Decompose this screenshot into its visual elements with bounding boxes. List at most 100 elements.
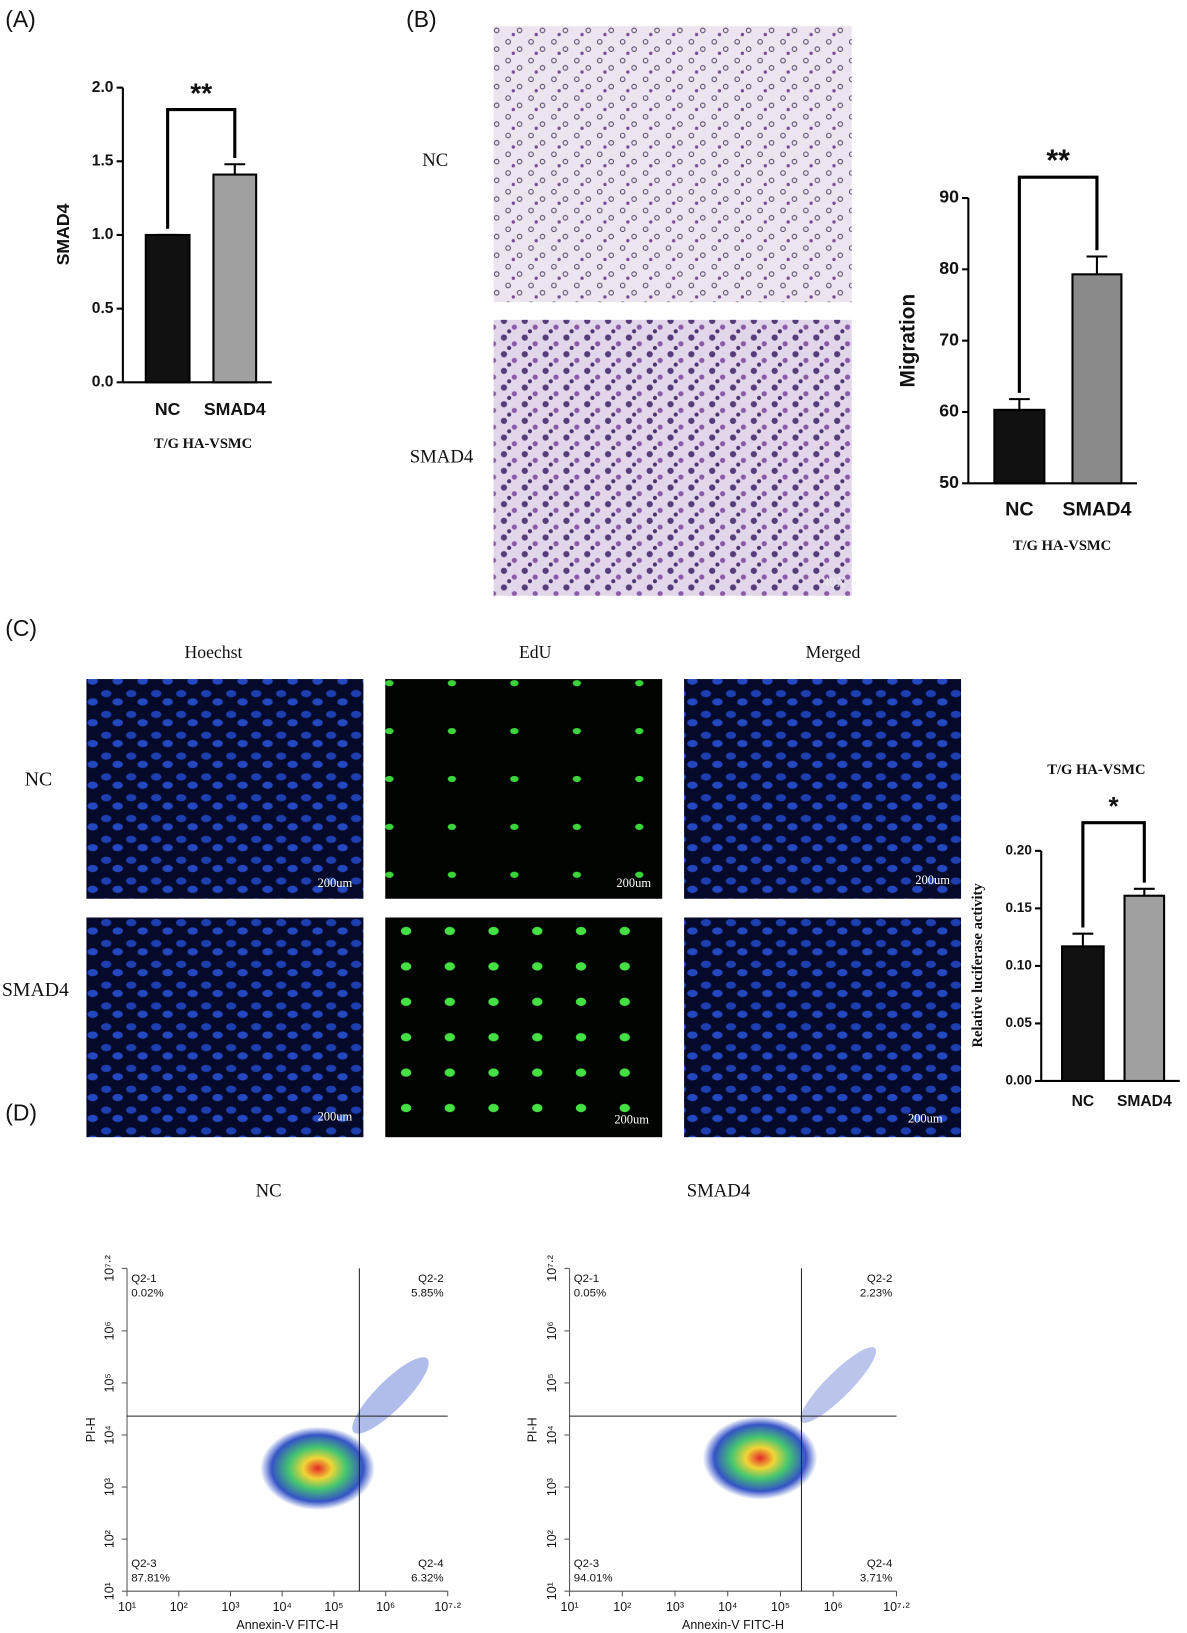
bar — [1123, 894, 1166, 1083]
micrograph — [493, 26, 852, 303]
y-axis-label: SMAD4 — [53, 203, 73, 265]
y-tick-label: 10⁴ — [545, 1425, 559, 1444]
row-label: SMAD4 — [2, 979, 69, 1001]
row-label: NC — [422, 150, 448, 171]
x-tick-label: 10⁷·² — [434, 1600, 461, 1614]
significance-bracket — [166, 107, 237, 229]
bar — [1071, 273, 1123, 485]
scale-label: 200um — [616, 876, 651, 890]
quadrant-value: 0.05% — [574, 1287, 606, 1299]
quadrant-name: Q2-1 — [131, 1273, 156, 1285]
y-tick-label: 0.0 — [92, 373, 114, 390]
quadrant-name: Q2-3 — [131, 1558, 156, 1570]
chart-title: SMAD4 — [687, 1181, 751, 1202]
x-tick-label: 10⁶ — [824, 1600, 843, 1614]
y-tick-label: 10² — [545, 1530, 559, 1548]
quadrant-name: Q2-2 — [418, 1273, 443, 1285]
x-tick-label: 10¹ — [118, 1600, 136, 1614]
x-tick-label: 10² — [613, 1600, 631, 1614]
bar — [144, 233, 191, 384]
chart-title: T/G HA-VSMC — [1047, 762, 1145, 778]
quadrant-value: 2.23% — [860, 1287, 892, 1299]
y-tick-label: 10¹ — [545, 1582, 559, 1600]
scale-label: 200um — [908, 1111, 943, 1125]
bar — [212, 173, 258, 384]
significance-bracket — [1081, 821, 1146, 928]
column-label: Hoechst — [184, 642, 242, 662]
x-tick-label: NC — [155, 399, 181, 419]
x-tick-label: 10² — [170, 1600, 188, 1614]
error-bar — [1008, 398, 1030, 410]
y-tick-label: 0.05 — [1006, 1015, 1033, 1030]
y-tick-label: 10⁷·² — [545, 1255, 559, 1282]
x-tick-label: SMAD4 — [1062, 499, 1131, 521]
x-axis-label: T/G HA-VSMC — [1013, 538, 1111, 554]
y-tick-label: 90 — [939, 187, 959, 207]
quadrant-value: 5.85% — [411, 1287, 443, 1299]
y-axis-label: PI-H — [84, 1417, 98, 1442]
quadrant-value: 6.32% — [411, 1573, 443, 1585]
quadrant-name: Q2-3 — [574, 1558, 599, 1570]
x-tick-label: 10⁴ — [718, 1600, 737, 1614]
y-tick-label: 0.10 — [1006, 957, 1032, 972]
micrograph — [385, 679, 663, 899]
x-axis-label: T/G HA-VSMC — [154, 436, 252, 452]
scale-label: 40X — [823, 574, 847, 589]
quadrant-name: Q2-4 — [418, 1558, 444, 1570]
density-cloud — [702, 1416, 818, 1500]
quadrant-name: Q2-2 — [867, 1273, 892, 1285]
panel-label: (A) — [5, 6, 36, 32]
y-tick-label: 1.5 — [92, 152, 114, 169]
y-axis-label: Relative luciferase activity — [970, 883, 986, 1048]
scale-label: 200um — [915, 873, 950, 887]
y-tick-label: 0.15 — [1006, 900, 1033, 915]
y-axis-label: PI-H — [525, 1417, 539, 1442]
quadrant-value: 87.81% — [131, 1573, 170, 1585]
significance-bracket — [1017, 175, 1099, 393]
significance: * — [1109, 791, 1120, 821]
x-tick-label: 10³ — [221, 1600, 239, 1614]
density-cloud — [260, 1426, 375, 1510]
row-label: SMAD4 — [410, 447, 474, 468]
column-label: Merged — [806, 642, 861, 662]
y-tick-label: 10⁶ — [545, 1321, 559, 1340]
x-tick-label: 10⁵ — [324, 1600, 343, 1614]
density-cloud — [352, 1357, 429, 1434]
chart-title: NC — [256, 1181, 282, 1202]
x-tick-label: 10⁶ — [376, 1600, 395, 1614]
y-tick-label: 10³ — [545, 1478, 559, 1496]
y-tick-label: 70 — [939, 329, 959, 349]
y-tick-label: 10⁵ — [545, 1373, 559, 1392]
micrograph — [684, 679, 962, 899]
bar — [993, 408, 1046, 485]
y-tick-label: 10³ — [103, 1478, 117, 1496]
row-label: NC — [25, 769, 52, 791]
x-tick-label: SMAD4 — [1117, 1093, 1172, 1110]
y-axis-label: Migration — [896, 294, 919, 388]
error-bar — [1086, 255, 1108, 275]
scale-label: 200um — [318, 876, 353, 890]
x-axis-label: Annexin-V FITC-H — [236, 1618, 338, 1632]
x-tick-label: 10⁷·² — [883, 1600, 910, 1614]
x-tick-label: NC — [1005, 499, 1034, 521]
panel-label: (C) — [5, 615, 37, 641]
quadrant-value: 3.71% — [860, 1573, 892, 1585]
y-tick-label: 10² — [103, 1530, 117, 1548]
x-tick-label: 10⁴ — [273, 1600, 292, 1614]
error-bar — [1133, 887, 1155, 896]
y-tick-label: 2.0 — [92, 79, 114, 96]
quadrant-value: 0.02% — [131, 1287, 163, 1299]
quadrant-value: 94.01% — [574, 1573, 613, 1585]
y-tick-label: 60 — [939, 401, 959, 421]
density-cloud — [800, 1347, 877, 1423]
y-tick-label: 0.00 — [1006, 1073, 1032, 1088]
y-tick-label: 10⁶ — [103, 1321, 117, 1340]
x-tick-label: 10⁵ — [771, 1600, 790, 1614]
bar — [1061, 945, 1105, 1083]
x-tick-label: SMAD4 — [204, 399, 266, 419]
column-label: EdU — [519, 642, 552, 662]
error-bar — [224, 163, 246, 175]
scale-label: 200um — [318, 1109, 353, 1123]
x-tick-label: NC — [1072, 1093, 1095, 1110]
